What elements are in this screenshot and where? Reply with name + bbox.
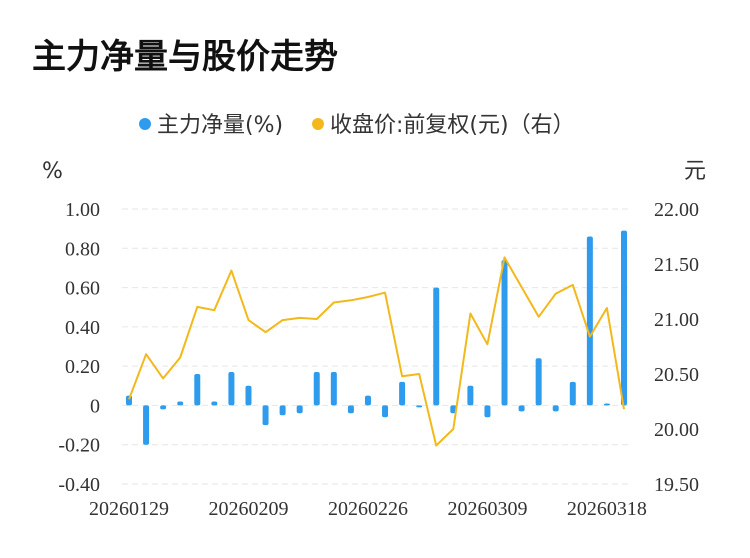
left-tick-label: 0.20 [65, 356, 100, 378]
bar[interactable] [621, 230, 627, 406]
bar[interactable] [245, 385, 252, 406]
bar[interactable] [484, 405, 491, 418]
left-tick-label: 0.40 [65, 317, 100, 339]
bar[interactable] [501, 260, 508, 406]
left-axis-unit: % [42, 159, 63, 184]
right-tick-label: 20.00 [654, 419, 699, 441]
bar[interactable] [586, 236, 593, 406]
chart-title: 主力净量与股价走势 [32, 37, 338, 77]
bar[interactable] [143, 405, 150, 445]
left-tick-label: 0.80 [65, 238, 100, 260]
bar[interactable] [194, 374, 201, 406]
bar[interactable] [416, 405, 423, 408]
price-line[interactable] [128, 256, 625, 447]
legend-item-line[interactable]: 收盘价:前复权(元)（右） [312, 113, 575, 138]
right-tick-label: 21.50 [654, 254, 699, 276]
bar[interactable] [262, 405, 269, 426]
bar[interactable] [279, 405, 286, 416]
bar[interactable] [535, 358, 542, 406]
bar[interactable] [160, 405, 167, 410]
right-axis-unit: 元 [684, 159, 706, 184]
bar[interactable] [347, 405, 354, 414]
bar-series [126, 230, 627, 445]
left-tick-label: -0.40 [58, 474, 100, 496]
legend: 主力净量(%) 收盘价:前复权(元)（右） [139, 113, 575, 138]
bar[interactable] [569, 381, 576, 406]
legend-marker-bar [139, 118, 151, 130]
bar[interactable] [450, 405, 457, 414]
bar[interactable] [330, 372, 337, 406]
left-tick-label: 0.60 [65, 278, 100, 300]
grid-lines [122, 208, 630, 485]
bar[interactable] [467, 385, 474, 406]
right-tick-label: 19.50 [654, 474, 699, 496]
left-tick-label: -0.20 [58, 435, 100, 457]
left-tick-label: 0 [90, 395, 100, 417]
bar[interactable] [433, 287, 440, 406]
legend-label-line: 收盘价:前复权(元)（右） [330, 113, 575, 138]
bar[interactable] [211, 401, 218, 406]
x-tick-label: 20260318 [567, 498, 647, 520]
legend-item-bar[interactable]: 主力净量(%) [139, 113, 283, 138]
bar[interactable] [552, 405, 559, 412]
right-tick-label: 20.50 [654, 364, 699, 386]
x-tick-label: 20260129 [89, 498, 169, 520]
x-tick-label: 20260309 [447, 498, 527, 520]
right-axis-ticks: 19.50 20.00 20.50 21.00 21.50 22.00 [654, 199, 699, 496]
x-tick-label: 20260226 [328, 498, 408, 520]
bar[interactable] [364, 395, 371, 406]
left-axis-ticks: -0.40 -0.20 0 0.20 0.40 0.60 0.80 1.00 [58, 199, 100, 496]
bar[interactable] [177, 401, 184, 406]
bar[interactable] [228, 372, 235, 406]
right-tick-label: 22.00 [654, 199, 699, 221]
bar[interactable] [603, 403, 610, 406]
legend-marker-line [312, 118, 324, 130]
left-tick-label: 1.00 [65, 199, 100, 221]
bar[interactable] [296, 405, 303, 414]
x-tick-label: 20260209 [208, 498, 288, 520]
bar[interactable] [518, 405, 525, 412]
line-series [128, 256, 625, 447]
legend-label-bar: 主力净量(%) [157, 113, 283, 138]
bar[interactable] [313, 372, 320, 406]
bar[interactable] [382, 405, 389, 418]
right-tick-label: 21.00 [654, 309, 699, 331]
bar[interactable] [399, 381, 406, 406]
x-axis-ticks: 20260129 20260209 20260226 20260309 20260318 [89, 498, 647, 520]
